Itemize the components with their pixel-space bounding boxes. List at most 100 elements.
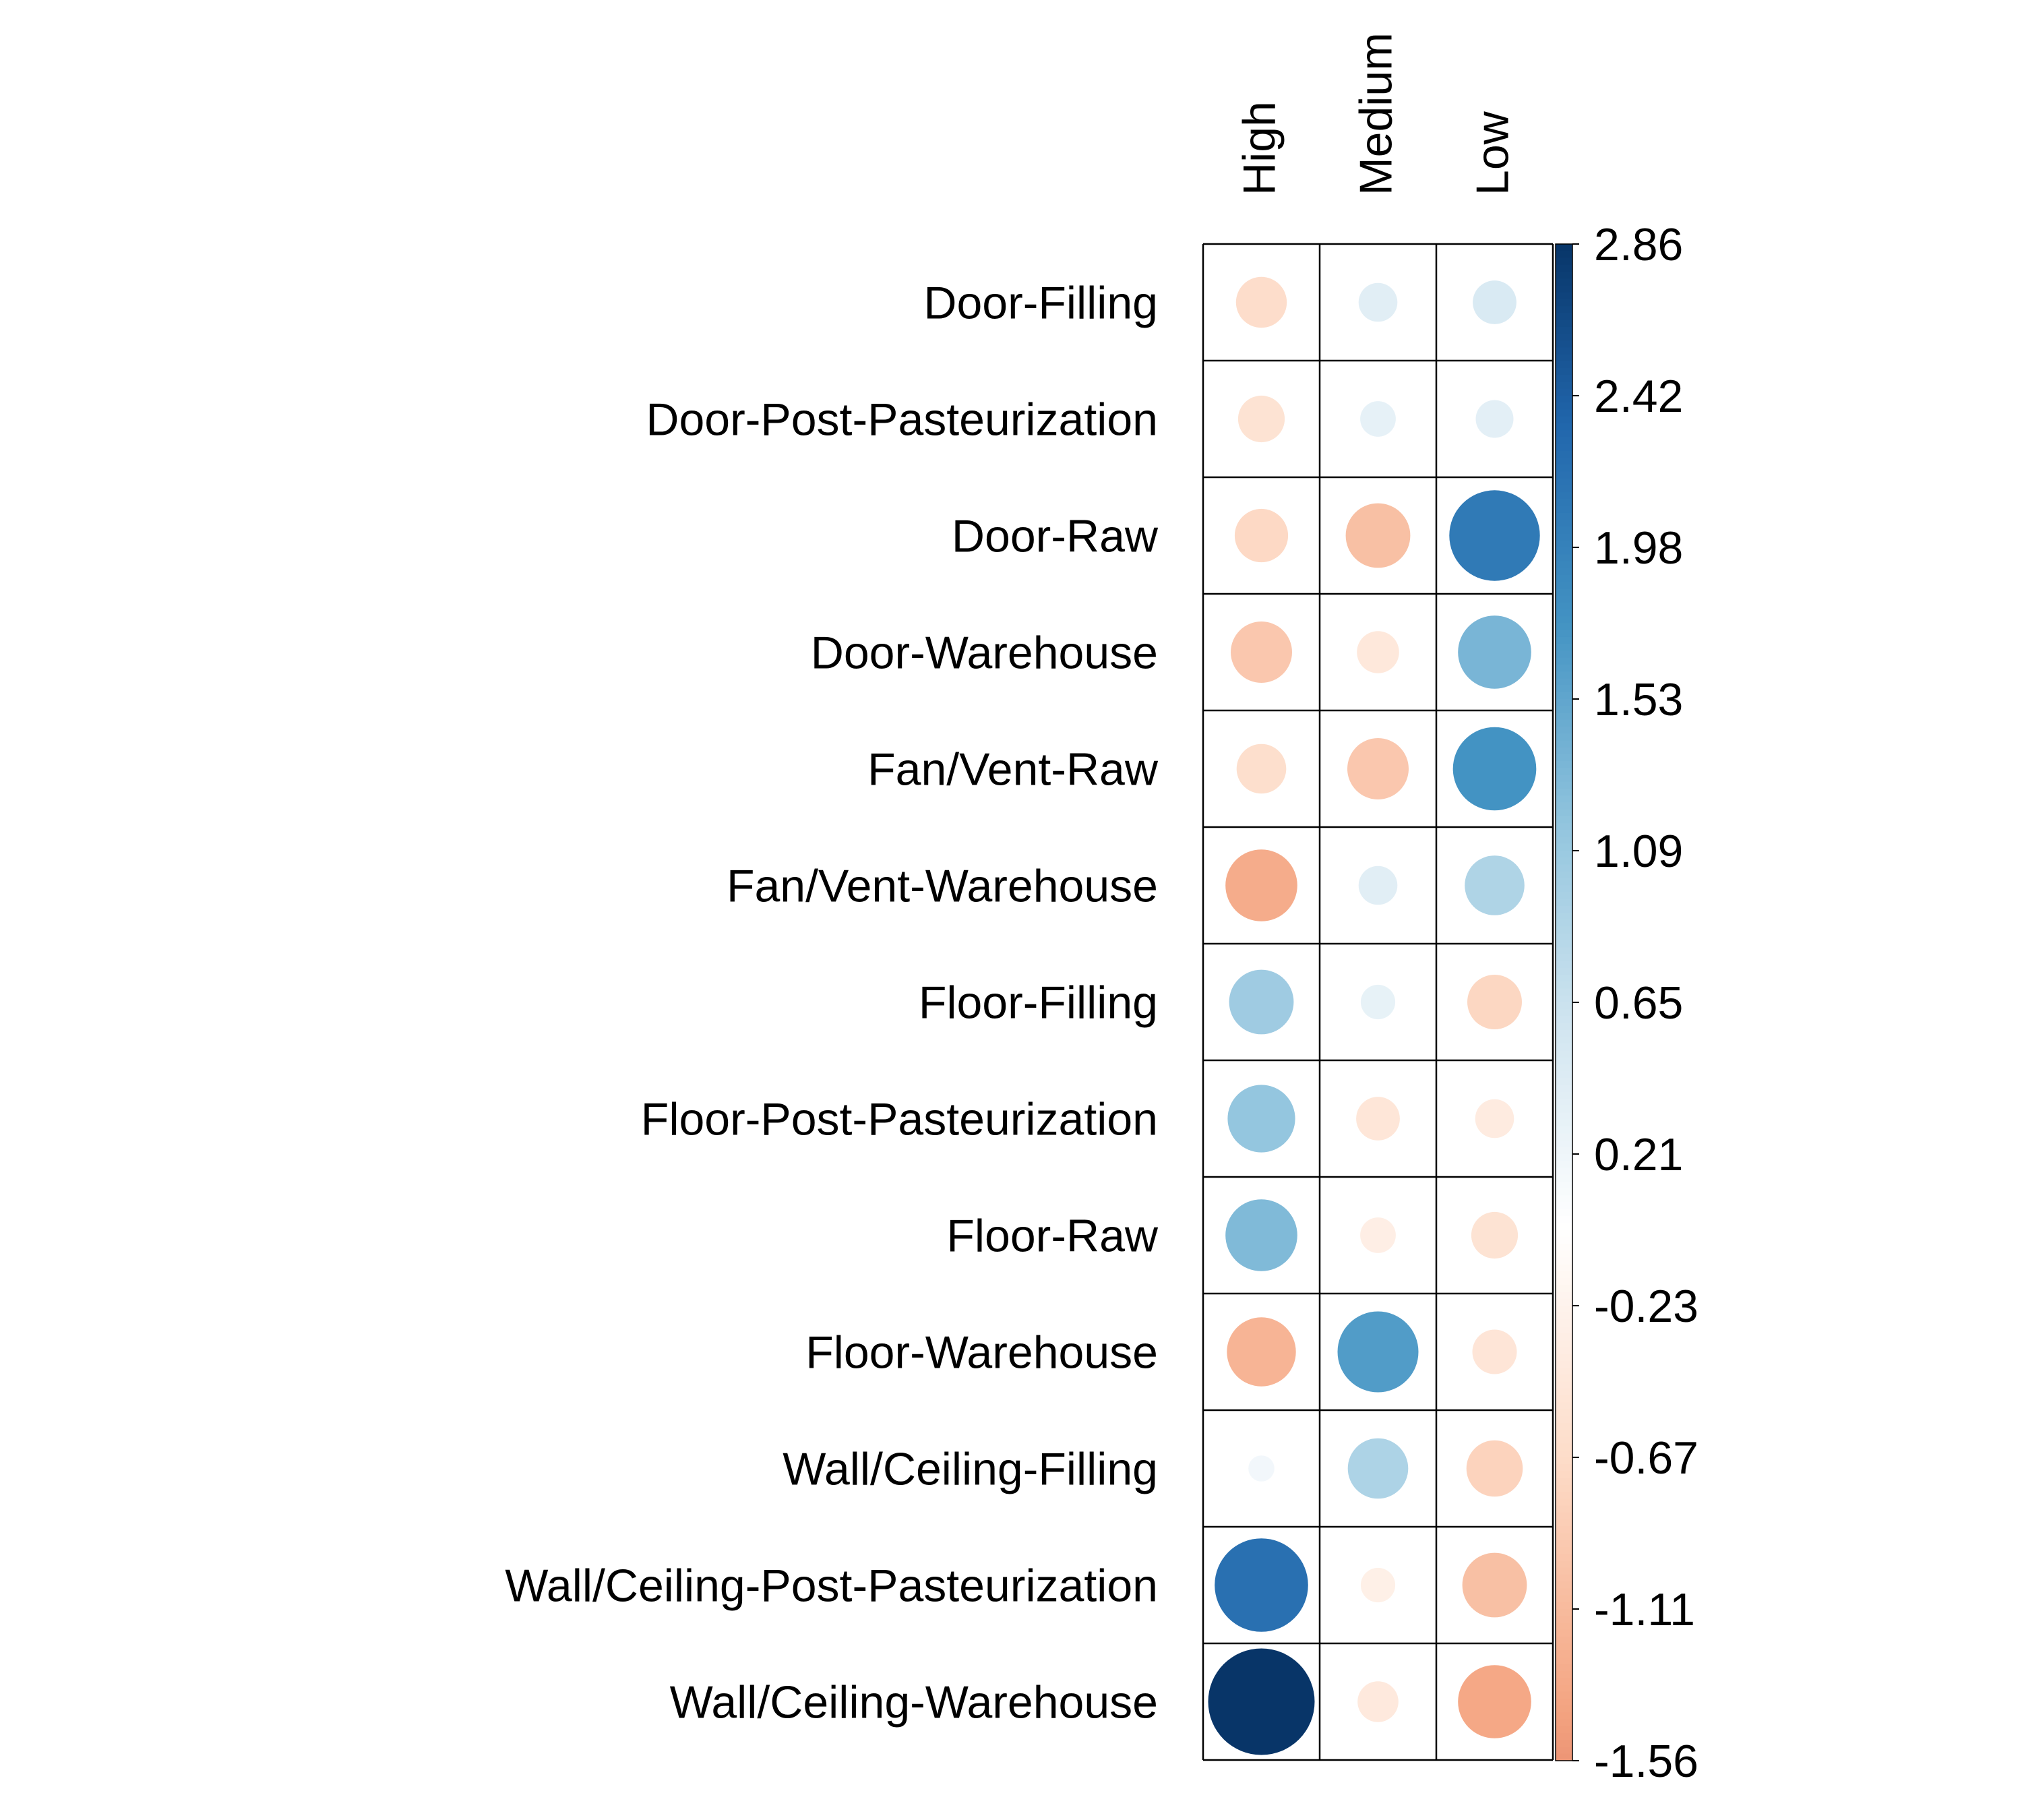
colorbar-segment bbox=[1556, 1112, 1572, 1120]
colorbar-segment bbox=[1556, 1271, 1572, 1279]
colorbar-segment bbox=[1556, 251, 1572, 259]
colorbar-segment bbox=[1556, 1333, 1572, 1341]
colorbar-segment bbox=[1556, 1395, 1572, 1403]
colorbar-segment bbox=[1556, 299, 1572, 307]
colorbar-segment bbox=[1556, 1740, 1572, 1748]
colorbar-segment bbox=[1556, 1023, 1572, 1031]
circle-floor-warehouse-high bbox=[1227, 1317, 1296, 1387]
row-label-door-warehouse: Door-Warehouse bbox=[811, 628, 1158, 679]
colorbar-segment bbox=[1556, 1340, 1572, 1347]
colorbar-segment bbox=[1556, 857, 1572, 866]
colorbar-tick-label: 1.09 bbox=[1594, 826, 1683, 877]
circle-wall-ceiling-post-pasteurization-medium bbox=[1360, 1567, 1396, 1603]
colorbar-segment bbox=[1556, 1099, 1572, 1107]
colorbar-tick-label: 1.98 bbox=[1594, 522, 1683, 574]
colorbar-segment bbox=[1556, 899, 1572, 907]
colorbar-segment bbox=[1556, 754, 1572, 762]
colorbar-segment bbox=[1556, 1002, 1572, 1010]
colorbar-segment bbox=[1556, 1450, 1572, 1458]
circle-door-post-pasteurization-medium bbox=[1360, 401, 1396, 437]
colorbar-segment bbox=[1556, 520, 1572, 527]
colorbar-segment bbox=[1556, 361, 1572, 369]
row-label-floor-filling: Floor-Filling bbox=[919, 977, 1158, 1029]
colorbar-segment bbox=[1556, 485, 1572, 493]
colorbar-segment bbox=[1556, 775, 1572, 783]
colorbar-segment bbox=[1556, 1064, 1572, 1072]
colorbar-segment bbox=[1556, 1416, 1572, 1424]
colorbar-segment bbox=[1556, 1285, 1572, 1293]
colorbar-segment bbox=[1556, 1085, 1572, 1093]
colorbar-segment bbox=[1556, 1609, 1572, 1616]
colorbar-segment bbox=[1556, 1216, 1572, 1223]
colorbar-segment bbox=[1556, 650, 1572, 659]
row-label-wall-ceiling-filling: Wall/Ceiling-Filling bbox=[783, 1444, 1158, 1495]
circle-wall-ceiling-post-pasteurization-low bbox=[1462, 1552, 1527, 1618]
colorbar-segment bbox=[1556, 1691, 1572, 1699]
colorbar-tick-label: 0.21 bbox=[1594, 1129, 1683, 1180]
colorbar-segment bbox=[1556, 995, 1572, 1003]
colorbar-segment bbox=[1556, 768, 1572, 776]
colorbar-segment bbox=[1556, 1298, 1572, 1306]
colorbar-segment bbox=[1556, 354, 1572, 362]
colorbar-segment bbox=[1556, 1540, 1572, 1548]
circle-wall-ceiling-filling-medium bbox=[1347, 1438, 1409, 1499]
colorbar-segment bbox=[1556, 1464, 1572, 1472]
colorbar-segment bbox=[1556, 292, 1572, 300]
colorbar-segment bbox=[1556, 554, 1572, 562]
colorbar-segment bbox=[1556, 1050, 1572, 1058]
colorbar-segment bbox=[1556, 1484, 1572, 1492]
colorbar-segment bbox=[1556, 1629, 1572, 1637]
colorbar-segment bbox=[1556, 616, 1572, 624]
colorbar-segment bbox=[1556, 568, 1572, 576]
colorbar-segment bbox=[1556, 781, 1572, 789]
colorbar-segment bbox=[1556, 843, 1572, 851]
colorbar-segment bbox=[1556, 809, 1572, 817]
colorbar-segment bbox=[1556, 333, 1572, 341]
circle-floor-post-pasteurization-medium bbox=[1356, 1097, 1400, 1141]
row-label-door-post-pasteurization: Door-Post-Pasteurization bbox=[646, 394, 1158, 446]
colorbar-segment bbox=[1556, 988, 1572, 996]
colorbar-segment bbox=[1556, 1753, 1572, 1761]
circle-wall-ceiling-filling-low bbox=[1466, 1440, 1523, 1497]
colorbar-segment bbox=[1556, 1360, 1572, 1368]
circle-door-raw-high bbox=[1234, 508, 1289, 563]
circle-floor-raw-medium bbox=[1360, 1217, 1396, 1253]
colorbar-segment bbox=[1556, 1574, 1572, 1582]
colorbar-segment bbox=[1556, 1422, 1572, 1430]
colorbar-segment bbox=[1556, 719, 1572, 727]
colorbar-segment bbox=[1556, 257, 1572, 266]
colorbar-segment bbox=[1556, 947, 1572, 955]
colorbar-tick-label: -1.11 bbox=[1594, 1584, 1695, 1635]
colorbar-tick-label: -1.56 bbox=[1594, 1736, 1698, 1787]
colorbar-segment bbox=[1556, 313, 1572, 321]
colorbar-segment bbox=[1556, 1292, 1572, 1300]
colorbar-segment bbox=[1556, 588, 1572, 597]
colorbar-segment bbox=[1556, 1306, 1572, 1313]
colorbar-segment bbox=[1556, 1685, 1572, 1693]
colorbar-segment bbox=[1556, 671, 1572, 679]
colorbar-segment bbox=[1556, 1354, 1572, 1362]
colorbar-segment bbox=[1556, 1174, 1572, 1182]
colorbar-segment bbox=[1556, 306, 1572, 313]
colorbar-segment bbox=[1556, 644, 1572, 652]
colorbar-segment bbox=[1556, 1443, 1572, 1451]
colorbar-segment bbox=[1556, 1243, 1572, 1251]
colorbar-segment bbox=[1556, 1009, 1572, 1017]
colorbar-segment bbox=[1556, 1678, 1572, 1686]
colorbar-segment bbox=[1556, 368, 1572, 375]
colorbar-segment bbox=[1556, 961, 1572, 969]
colorbar-segment bbox=[1556, 1236, 1572, 1244]
colorbar-segment bbox=[1556, 1560, 1572, 1569]
colorbar-segment bbox=[1556, 471, 1572, 479]
colorbar-segment bbox=[1556, 444, 1572, 452]
colorbar-segment bbox=[1556, 699, 1572, 706]
colorbar-segment bbox=[1556, 1526, 1572, 1534]
colorbar-segment bbox=[1556, 761, 1572, 768]
row-label-door-filling: Door-Filling bbox=[923, 278, 1158, 329]
circle-fan-vent-raw-low bbox=[1452, 727, 1537, 811]
colorbar-segment bbox=[1556, 1057, 1572, 1065]
colorbar-segment bbox=[1556, 340, 1572, 348]
colorbar-segment bbox=[1556, 1154, 1572, 1161]
circle-floor-warehouse-medium bbox=[1337, 1311, 1419, 1393]
